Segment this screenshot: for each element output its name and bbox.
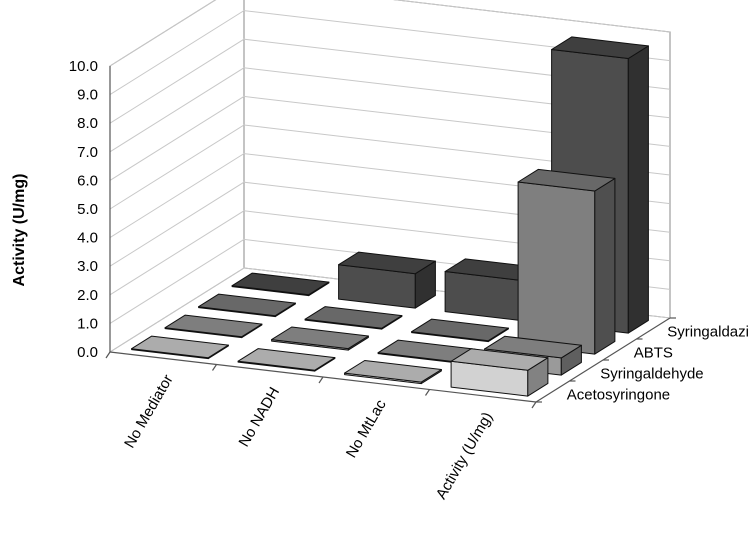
depth-tick-label: Syringaldazine xyxy=(667,324,748,341)
y-tick-label: 2.0 xyxy=(77,287,98,304)
y-tick-label: 9.0 xyxy=(77,87,98,104)
x-tick-label: No MtLac xyxy=(343,396,390,461)
y-tick-label: 1.0 xyxy=(77,315,98,332)
bar-top-face xyxy=(338,251,436,275)
bar-top-face xyxy=(237,348,336,371)
x-tick-label: Activity (U/mg) xyxy=(433,409,496,502)
bar-top-face xyxy=(131,335,229,359)
bar-top-face xyxy=(450,348,549,371)
bar-top-face xyxy=(271,326,369,350)
bar-top-face xyxy=(411,318,509,342)
bar-top-face xyxy=(231,272,330,296)
bar xyxy=(131,335,229,360)
depth-tick-label: Syringaldehyde xyxy=(600,366,703,383)
x-tick xyxy=(425,389,430,396)
bar xyxy=(450,348,549,397)
gridline xyxy=(109,67,671,153)
bar-top-face xyxy=(551,36,649,59)
bar xyxy=(231,272,330,297)
bar xyxy=(338,251,436,309)
bar-side-face xyxy=(594,177,616,355)
x-tick xyxy=(105,351,111,359)
bars-group xyxy=(131,36,649,397)
depth-tick-label: ABTS xyxy=(634,345,673,362)
bar-front-face xyxy=(517,181,596,355)
y-tick-label: 0.0 xyxy=(77,344,98,361)
bar-top-face xyxy=(517,168,616,192)
y-tick-label: 5.0 xyxy=(77,201,98,218)
depth-tick-label: Acetosyringone xyxy=(567,387,670,404)
x-tick-label: No NADH xyxy=(236,384,284,450)
bar xyxy=(411,318,509,343)
bar xyxy=(344,360,442,385)
bar-top-face xyxy=(198,293,296,317)
bar-top-face xyxy=(164,314,263,338)
bar xyxy=(164,314,263,339)
bar-side-face xyxy=(627,45,649,334)
gridlines xyxy=(105,0,676,409)
y-tick-label: 8.0 xyxy=(77,115,98,132)
bar-top-face xyxy=(304,306,403,329)
x-tick xyxy=(531,401,537,409)
bar-top-face xyxy=(344,360,442,383)
bar xyxy=(304,306,403,330)
gridline xyxy=(109,0,671,67)
y-axis-title: Activity (U/mg) xyxy=(11,174,28,287)
y-tick-label: 10.0 xyxy=(69,58,98,75)
gridline xyxy=(109,124,671,210)
x-tick xyxy=(212,364,217,371)
y-tick-label: 7.0 xyxy=(77,144,98,161)
y-tick-label: 3.0 xyxy=(77,258,98,275)
bar xyxy=(517,168,616,355)
gridline xyxy=(109,38,671,124)
gridline xyxy=(109,10,671,96)
bar xyxy=(198,293,296,318)
x-tick xyxy=(318,376,324,384)
gridline xyxy=(109,95,671,181)
bar-top-face xyxy=(484,335,582,359)
bar xyxy=(271,326,369,351)
x-tick-label: No Mediator xyxy=(121,372,177,451)
y-tick-label: 6.0 xyxy=(77,172,98,189)
y-tick-label: 4.0 xyxy=(77,230,98,247)
bar xyxy=(237,348,336,372)
